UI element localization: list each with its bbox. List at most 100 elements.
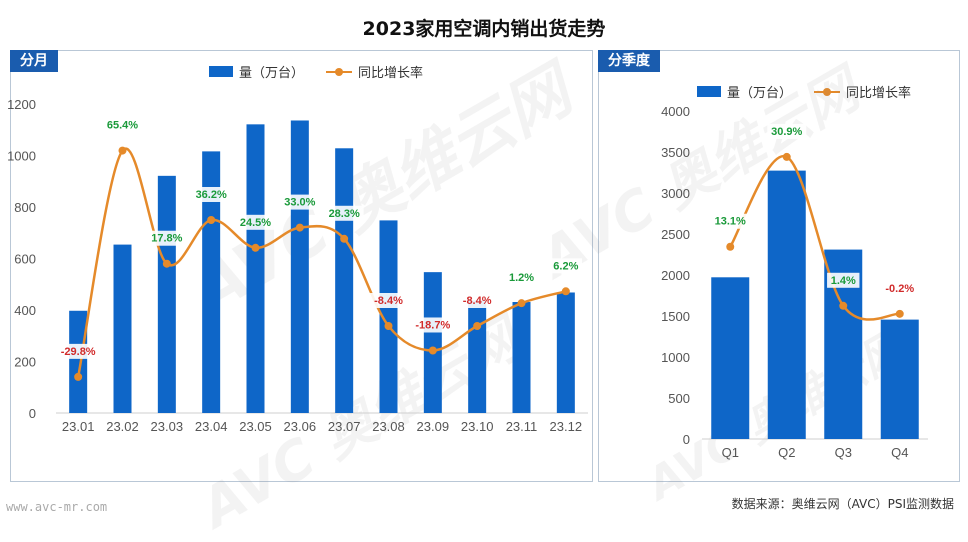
bar-Q1 [711,277,750,439]
bar-23.06 [290,120,309,413]
growth-rate-label: -8.4% [374,295,403,307]
data-label-bg [55,343,101,359]
x-tick-label: 23.09 [417,419,450,434]
legend-line-swatch [814,87,841,97]
bar-23.01 [69,310,88,413]
growth-rate-point [428,346,437,355]
y-tick-label: 4000 [661,104,690,119]
y-tick-label: 600 [14,252,36,267]
chart-canvas: 0 200 400 600 800 1000 1200 23.01 23.02 23.03 23.0… [7,97,928,460]
bar-23.10 [468,300,487,413]
x-tick-label: 23.04 [195,419,228,434]
y-tick-label: 2500 [661,227,690,242]
growth-rate-label: 1.2% [509,272,534,284]
growth-rate-point [473,322,482,331]
x-tick-label: 23.10 [461,419,494,434]
growth-rate-label: 13.1% [715,216,746,228]
x-tick-label: 23.03 [151,419,184,434]
legend-line-label: 同比增长率 [358,66,424,81]
y-tick-label: 800 [14,200,36,215]
data-label-bg [549,258,583,274]
data-label-bg [236,214,275,230]
footer-site: www.avc-mr.com [6,500,108,514]
legend-bar-label: 量（万台） [727,86,793,101]
growth-rate-point [340,234,349,243]
y-tick-label: 3500 [661,145,690,160]
data-label-bg [505,270,538,286]
data-label-bg [767,123,807,139]
data-label-bg [324,205,364,221]
x-tick-label: Q1 [722,445,739,460]
chart-title: 2023家用空调内销出货走势 [362,18,606,40]
data-label-bg [369,293,408,309]
y-tick-label: 400 [14,303,36,318]
x-tick-label: 23.11 [506,419,538,434]
growth-rate-point [251,243,260,252]
bar-23.07 [335,148,354,414]
monthly-legend: 量（万台） 同比增长率 [209,62,423,81]
bar-23.08 [379,220,398,413]
x-tick-label: 23.01 [62,419,95,434]
growth-rate-label: -29.8% [61,346,96,358]
quarterly-panel-tag: 分季度 [598,50,660,72]
growth-rate-line [729,155,900,321]
growth-rate-label: 30.9% [771,126,802,138]
y-tick-label: 1000 [7,149,36,164]
x-tick-label: 23.12 [550,419,583,434]
bar-23.04 [202,151,221,413]
growth-rate-point [118,146,127,155]
y-tick-label: 2000 [661,268,690,283]
data-label-bg [710,213,750,229]
growth-rate-point [782,152,791,161]
growth-rate-point [207,215,216,224]
data-label-bg [147,230,187,246]
growth-rate-label: 33.0% [284,197,315,209]
y-tick-label: 0 [29,406,36,421]
growth-rate-label: 36.2% [196,189,227,201]
growth-rate-point [726,242,735,251]
data-label-bg [280,194,320,210]
bar-23.09 [423,272,442,413]
growth-rate-label: 17.8% [151,233,182,245]
growth-rate-line [76,147,567,378]
legend-bar-label: 量（万台） [239,66,305,81]
x-tick-label: 23.06 [284,419,317,434]
bar-23.03 [157,175,176,413]
bar-23.02 [113,244,132,413]
bar-Q2 [767,170,806,439]
legend-bar-swatch [697,86,721,97]
footer-source: 数据来源：奥维云网（AVC）PSI监测数据 [731,497,954,511]
bar-Q4 [880,319,919,439]
growth-rate-point [162,259,171,268]
growth-rate-label: -18.7% [415,319,450,331]
x-tick-label: Q4 [891,445,908,460]
monthly-panel-tag: 分月 [10,50,58,72]
growth-rate-label: 6.2% [553,260,578,272]
y-tick-label: 0 [683,432,690,447]
growth-rate-label: 65.4% [107,120,138,132]
y-tick-label: 1000 [661,350,690,365]
growth-rate-point [295,223,304,232]
legend-line-swatch [326,67,353,77]
data-label-bg [827,272,860,288]
x-tick-label: 23.05 [239,419,272,434]
bar-23.11 [512,302,531,413]
x-tick-label: 23.07 [328,419,361,434]
x-tick-label: 23.08 [372,419,405,434]
data-label-bg [880,280,920,296]
legend-bar-swatch [209,66,233,77]
data-label-bg [103,117,142,133]
growth-rate-label: -8.4% [463,295,492,307]
y-tick-label: 200 [14,355,36,370]
y-tick-label: 500 [668,391,690,406]
y-tick-label: 1500 [661,309,690,324]
quarterly-legend: 量（万台） 同比增长率 [697,82,911,101]
x-tick-label: Q3 [835,445,852,460]
legend-line-label: 同比增长率 [846,86,912,101]
growth-rate-label: 28.3% [329,208,360,220]
growth-rate-point [839,301,848,310]
y-tick-label: 3000 [661,186,690,201]
growth-rate-point [895,309,904,318]
growth-rate-point [517,299,526,308]
data-label-bg [457,293,497,309]
